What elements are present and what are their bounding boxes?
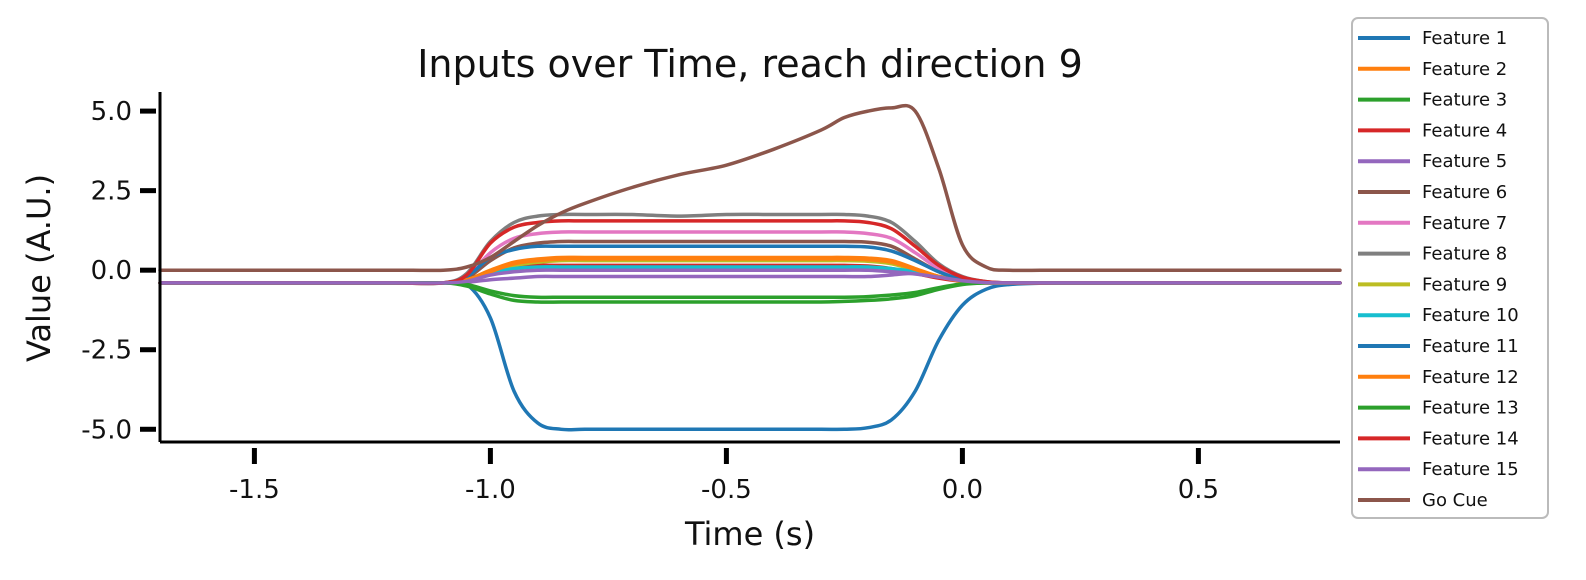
legend-entries: Feature 1 Feature 2 Feature 3 Feature 4 Feat… [1358,28,1519,511]
tick-layer: -1.5 -1.0 -0.5 0.0 0.5 -5.0 -2.5 0.0 2.5 5.0 [81,97,1219,505]
legend-label: Feature 9 [1422,274,1507,295]
y-tick-label: -2.5 [81,336,132,366]
series-line-15 [158,268,1342,285]
series-line-13 [158,281,1342,300]
series-line-8 [158,212,1342,286]
y-tick-label: 5.0 [91,97,132,127]
legend-frame [1351,17,1549,519]
series-line-16 [158,103,1342,273]
legend-label: Feature 7 [1422,213,1507,234]
legend-label: Feature 11 [1422,336,1519,357]
x-tick-label: 0.5 [1178,475,1219,505]
x-axis-label: Time (s) [684,515,815,553]
legend-label: Feature 3 [1422,90,1507,111]
legend-label: Feature 4 [1422,120,1507,141]
y-axis-label: Value (A.U.) [20,174,58,362]
legend-label: Feature 8 [1422,244,1507,265]
legend-label: Feature 15 [1422,459,1519,480]
series-line-1 [158,279,1342,432]
legend-label: Feature 13 [1422,398,1519,419]
x-tick-label: 0.0 [942,475,983,505]
x-tick-label: -0.5 [701,475,752,505]
legend-label: Feature 14 [1422,428,1519,449]
x-tick-label: -1.5 [229,475,280,505]
y-tick-label: -5.0 [81,415,132,445]
y-tick-label: 0.0 [91,256,132,286]
y-tick-label: 2.5 [91,177,132,207]
x-tick-label: -1.0 [465,475,516,505]
legend-label: Feature 2 [1422,59,1507,80]
series-line-3 [158,280,1342,304]
legend-label: Feature 6 [1422,182,1507,203]
chart-title: Inputs over Time, reach direction 9 [417,42,1083,86]
series-line-14 [158,219,1342,286]
legend-label: Feature 12 [1422,367,1519,388]
series-layer [158,103,1342,432]
legend-label: Feature 5 [1422,151,1507,172]
legend-label: Feature 10 [1422,305,1519,326]
legend-label: Feature 1 [1422,28,1507,49]
legend-label: Go Cue [1422,490,1488,511]
legend: Feature 1 Feature 2 Feature 3 Feature 4 Feat… [1351,17,1549,519]
